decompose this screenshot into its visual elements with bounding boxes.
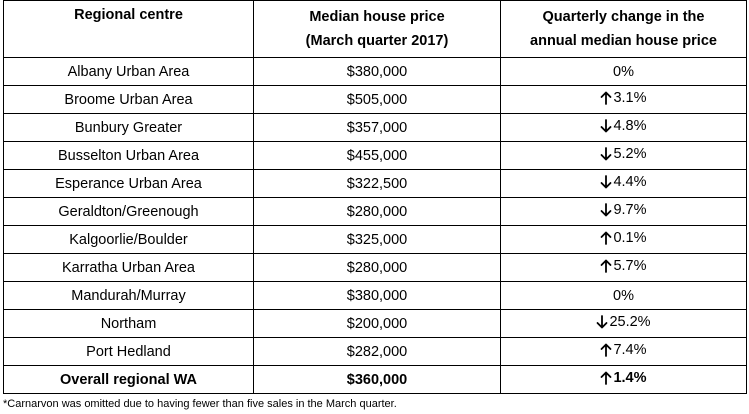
median-price-cell: $322,500 <box>253 169 501 198</box>
change-value: 3.1% <box>613 90 647 106</box>
median-price-cell: $505,000 <box>253 85 501 114</box>
overall-change-cell: 1.4% <box>500 365 747 394</box>
quarterly-change-cell: 0.1% <box>500 225 747 254</box>
median-price-cell: $200,000 <box>253 309 501 338</box>
arrow-up-icon <box>600 259 612 273</box>
change-value: 9.7% <box>613 202 647 218</box>
median-price-cell: $282,000 <box>253 337 501 366</box>
arrow-down-icon <box>600 147 612 161</box>
quarterly-change-cell: 0% <box>500 57 747 86</box>
table-row: Mandurah/Murray $380,000 0% <box>3 281 747 310</box>
arrow-up-icon <box>600 371 612 385</box>
regional-centre-cell: Mandurah/Murray <box>3 281 254 310</box>
header-quarterly-change: Quarterly change in the annual median ho… <box>500 0 747 58</box>
regional-centre-cell: Esperance Urban Area <box>3 169 254 198</box>
header-median-house-price: Median house price (March quarter 2017) <box>253 0 501 58</box>
quarterly-change-cell: 3.1% <box>500 85 747 114</box>
table-row: Broome Urban Area $505,000 3.1% <box>3 85 747 114</box>
regional-centre-cell: Bunbury Greater <box>3 113 254 142</box>
regional-centre-cell: Port Hedland <box>3 337 254 366</box>
table-row: Geraldton/Greenough $280,000 9.7% <box>3 197 747 226</box>
header-change-line2: annual median house price <box>530 33 717 49</box>
quarterly-change-cell: 0% <box>500 281 747 310</box>
regional-centre-cell: Broome Urban Area <box>3 85 254 114</box>
regional-centre-cell: Albany Urban Area <box>3 57 254 86</box>
header-regional-centre-label: Regional centre <box>74 7 183 23</box>
regional-centre-cell: Geraldton/Greenough <box>3 197 254 226</box>
table-row: Northam $200,000 25.2% <box>3 309 747 338</box>
header-median-line1: Median house price <box>309 9 445 25</box>
median-price-cell: $380,000 <box>253 281 501 310</box>
header-regional-centre: Regional centre <box>3 0 254 58</box>
quarterly-change-cell: 4.4% <box>500 169 747 198</box>
table-header-row: Regional centre Median house price (Marc… <box>3 0 747 58</box>
arrow-down-icon <box>600 119 612 133</box>
regional-centre-cell: Kalgoorlie/Boulder <box>3 225 254 254</box>
table-row: Kalgoorlie/Boulder $325,000 0.1% <box>3 225 747 254</box>
overall-row: Overall regional WA $360,000 1.4% <box>3 365 747 394</box>
arrow-up-icon <box>600 231 612 245</box>
arrow-up-icon <box>600 91 612 105</box>
footnote: *Carnarvon was omitted due to having few… <box>3 398 397 410</box>
median-price-cell: $280,000 <box>253 197 501 226</box>
quarterly-change-cell: 5.7% <box>500 253 747 282</box>
arrow-down-icon <box>600 175 612 189</box>
table-body: Albany Urban Area $380,000 0% Broome Urb… <box>3 57 747 394</box>
median-price-cell: $280,000 <box>253 253 501 282</box>
change-value: 0% <box>613 287 634 304</box>
median-house-price-table: Regional centre Median house price (Marc… <box>3 0 747 394</box>
regional-centre-cell: Karratha Urban Area <box>3 253 254 282</box>
change-value: 5.2% <box>613 146 647 162</box>
change-value: 7.4% <box>613 342 647 358</box>
table-row: Albany Urban Area $380,000 0% <box>3 57 747 86</box>
quarterly-change-cell: 5.2% <box>500 141 747 170</box>
change-value: 25.2% <box>609 314 651 330</box>
median-price-cell: $380,000 <box>253 57 501 86</box>
change-value: 4.8% <box>613 118 647 134</box>
overall-price-cell: $360,000 <box>253 365 501 394</box>
regional-centre-cell: Northam <box>3 309 254 338</box>
arrow-down-icon <box>600 203 612 217</box>
quarterly-change-cell: 4.8% <box>500 113 747 142</box>
overall-change-value: 1.4% <box>613 370 647 386</box>
quarterly-change-cell: 7.4% <box>500 337 747 366</box>
median-price-cell: $455,000 <box>253 141 501 170</box>
table-row: Bunbury Greater $357,000 4.8% <box>3 113 747 142</box>
header-median-line2: (March quarter 2017) <box>305 33 449 49</box>
arrow-down-icon <box>596 315 608 329</box>
header-change-line1: Quarterly change in the <box>542 9 705 25</box>
change-value: 4.4% <box>613 174 647 190</box>
table-row: Port Hedland $282,000 7.4% <box>3 337 747 366</box>
change-value: 5.7% <box>613 258 647 274</box>
change-value: 0% <box>613 63 634 80</box>
table-row: Busselton Urban Area $455,000 5.2% <box>3 141 747 170</box>
quarterly-change-cell: 9.7% <box>500 197 747 226</box>
regional-centre-cell: Busselton Urban Area <box>3 141 254 170</box>
arrow-up-icon <box>600 343 612 357</box>
change-value: 0.1% <box>613 230 647 246</box>
table-row: Karratha Urban Area $280,000 5.7% <box>3 253 747 282</box>
median-price-cell: $325,000 <box>253 225 501 254</box>
table-row: Esperance Urban Area $322,500 4.4% <box>3 169 747 198</box>
overall-centre-cell: Overall regional WA <box>3 365 254 394</box>
median-price-cell: $357,000 <box>253 113 501 142</box>
quarterly-change-cell: 25.2% <box>500 309 747 338</box>
